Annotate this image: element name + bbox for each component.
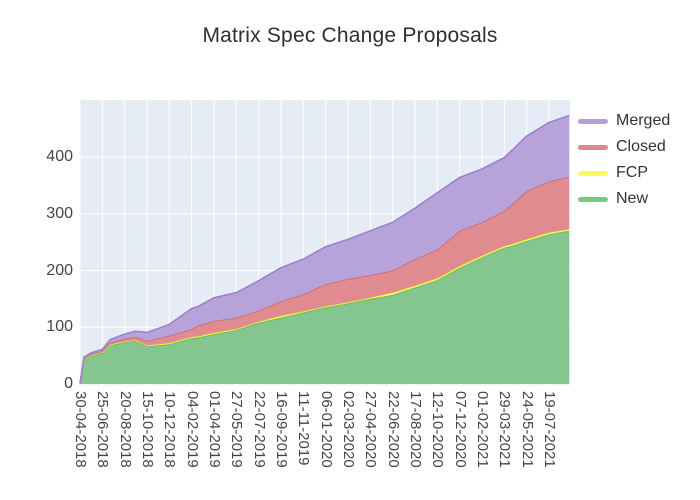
x-tick-label: 01-02-2021 (473, 391, 491, 468)
legend-swatch-closed (578, 144, 608, 150)
legend-swatch-fcp (578, 170, 608, 176)
legend-item-merged[interactable]: Merged (578, 108, 670, 134)
x-tick-label: 17-08-2020 (406, 391, 424, 468)
legend-swatch-new (578, 196, 608, 202)
x-tick-label: 30-04-2018 (72, 391, 89, 468)
x-tick-label: 22-07-2019 (250, 391, 268, 468)
legend-label: New (616, 190, 649, 207)
x-tick-label: 25-06-2018 (94, 391, 112, 468)
chart-title: Matrix Spec Change Proposals (202, 24, 498, 47)
legend-label: Closed (616, 138, 666, 155)
legend-label: Merged (616, 112, 671, 129)
x-tick-label: 06-01-2020 (317, 391, 335, 468)
x-tick-label: 27-05-2019 (228, 391, 246, 468)
x-tick-label: 19-07-2021 (540, 391, 558, 468)
area-edge-merged (79, 114, 570, 384)
x-tick-label: 20-08-2018 (116, 391, 134, 468)
legend-item-new[interactable]: New (578, 186, 670, 212)
legend-item-fcp[interactable]: FCP (578, 160, 670, 186)
area-band-merged (80, 115, 570, 384)
y-tick-label: 0 (64, 375, 73, 392)
x-tick-label: 04-02-2019 (183, 391, 201, 468)
x-tick-label: 16-09-2019 (272, 391, 290, 468)
legend-item-closed[interactable]: Closed (578, 134, 670, 160)
x-tick-label: 24-05-2021 (518, 391, 536, 468)
x-tick-label: 29-03-2021 (496, 391, 514, 468)
x-tick-label: 15-10-2018 (138, 391, 156, 468)
area-band-closed (80, 176, 570, 384)
y-tick-label: 100 (46, 318, 73, 336)
x-tick-label: 11-11-2019 (295, 391, 313, 466)
x-tick-label: 12-10-2020 (429, 391, 447, 468)
legend-swatch-merged (578, 118, 608, 124)
y-tick-label: 300 (46, 204, 73, 222)
x-tick-label: 10-12-2018 (161, 391, 179, 468)
legend: Merged Closed FCP New (578, 108, 670, 212)
x-tick-label: 02-03-2020 (339, 391, 357, 468)
y-tick-label: 200 (46, 261, 73, 279)
x-tick-label: 01-04-2019 (205, 391, 223, 468)
x-tick-label: 22-06-2020 (384, 391, 402, 468)
x-tick-label: 27-04-2020 (362, 391, 380, 468)
y-tick-label: 400 (46, 148, 73, 165)
area-band-new (80, 230, 570, 384)
x-tick-label: 07-12-2020 (451, 391, 469, 468)
legend-label: FCP (616, 164, 648, 181)
